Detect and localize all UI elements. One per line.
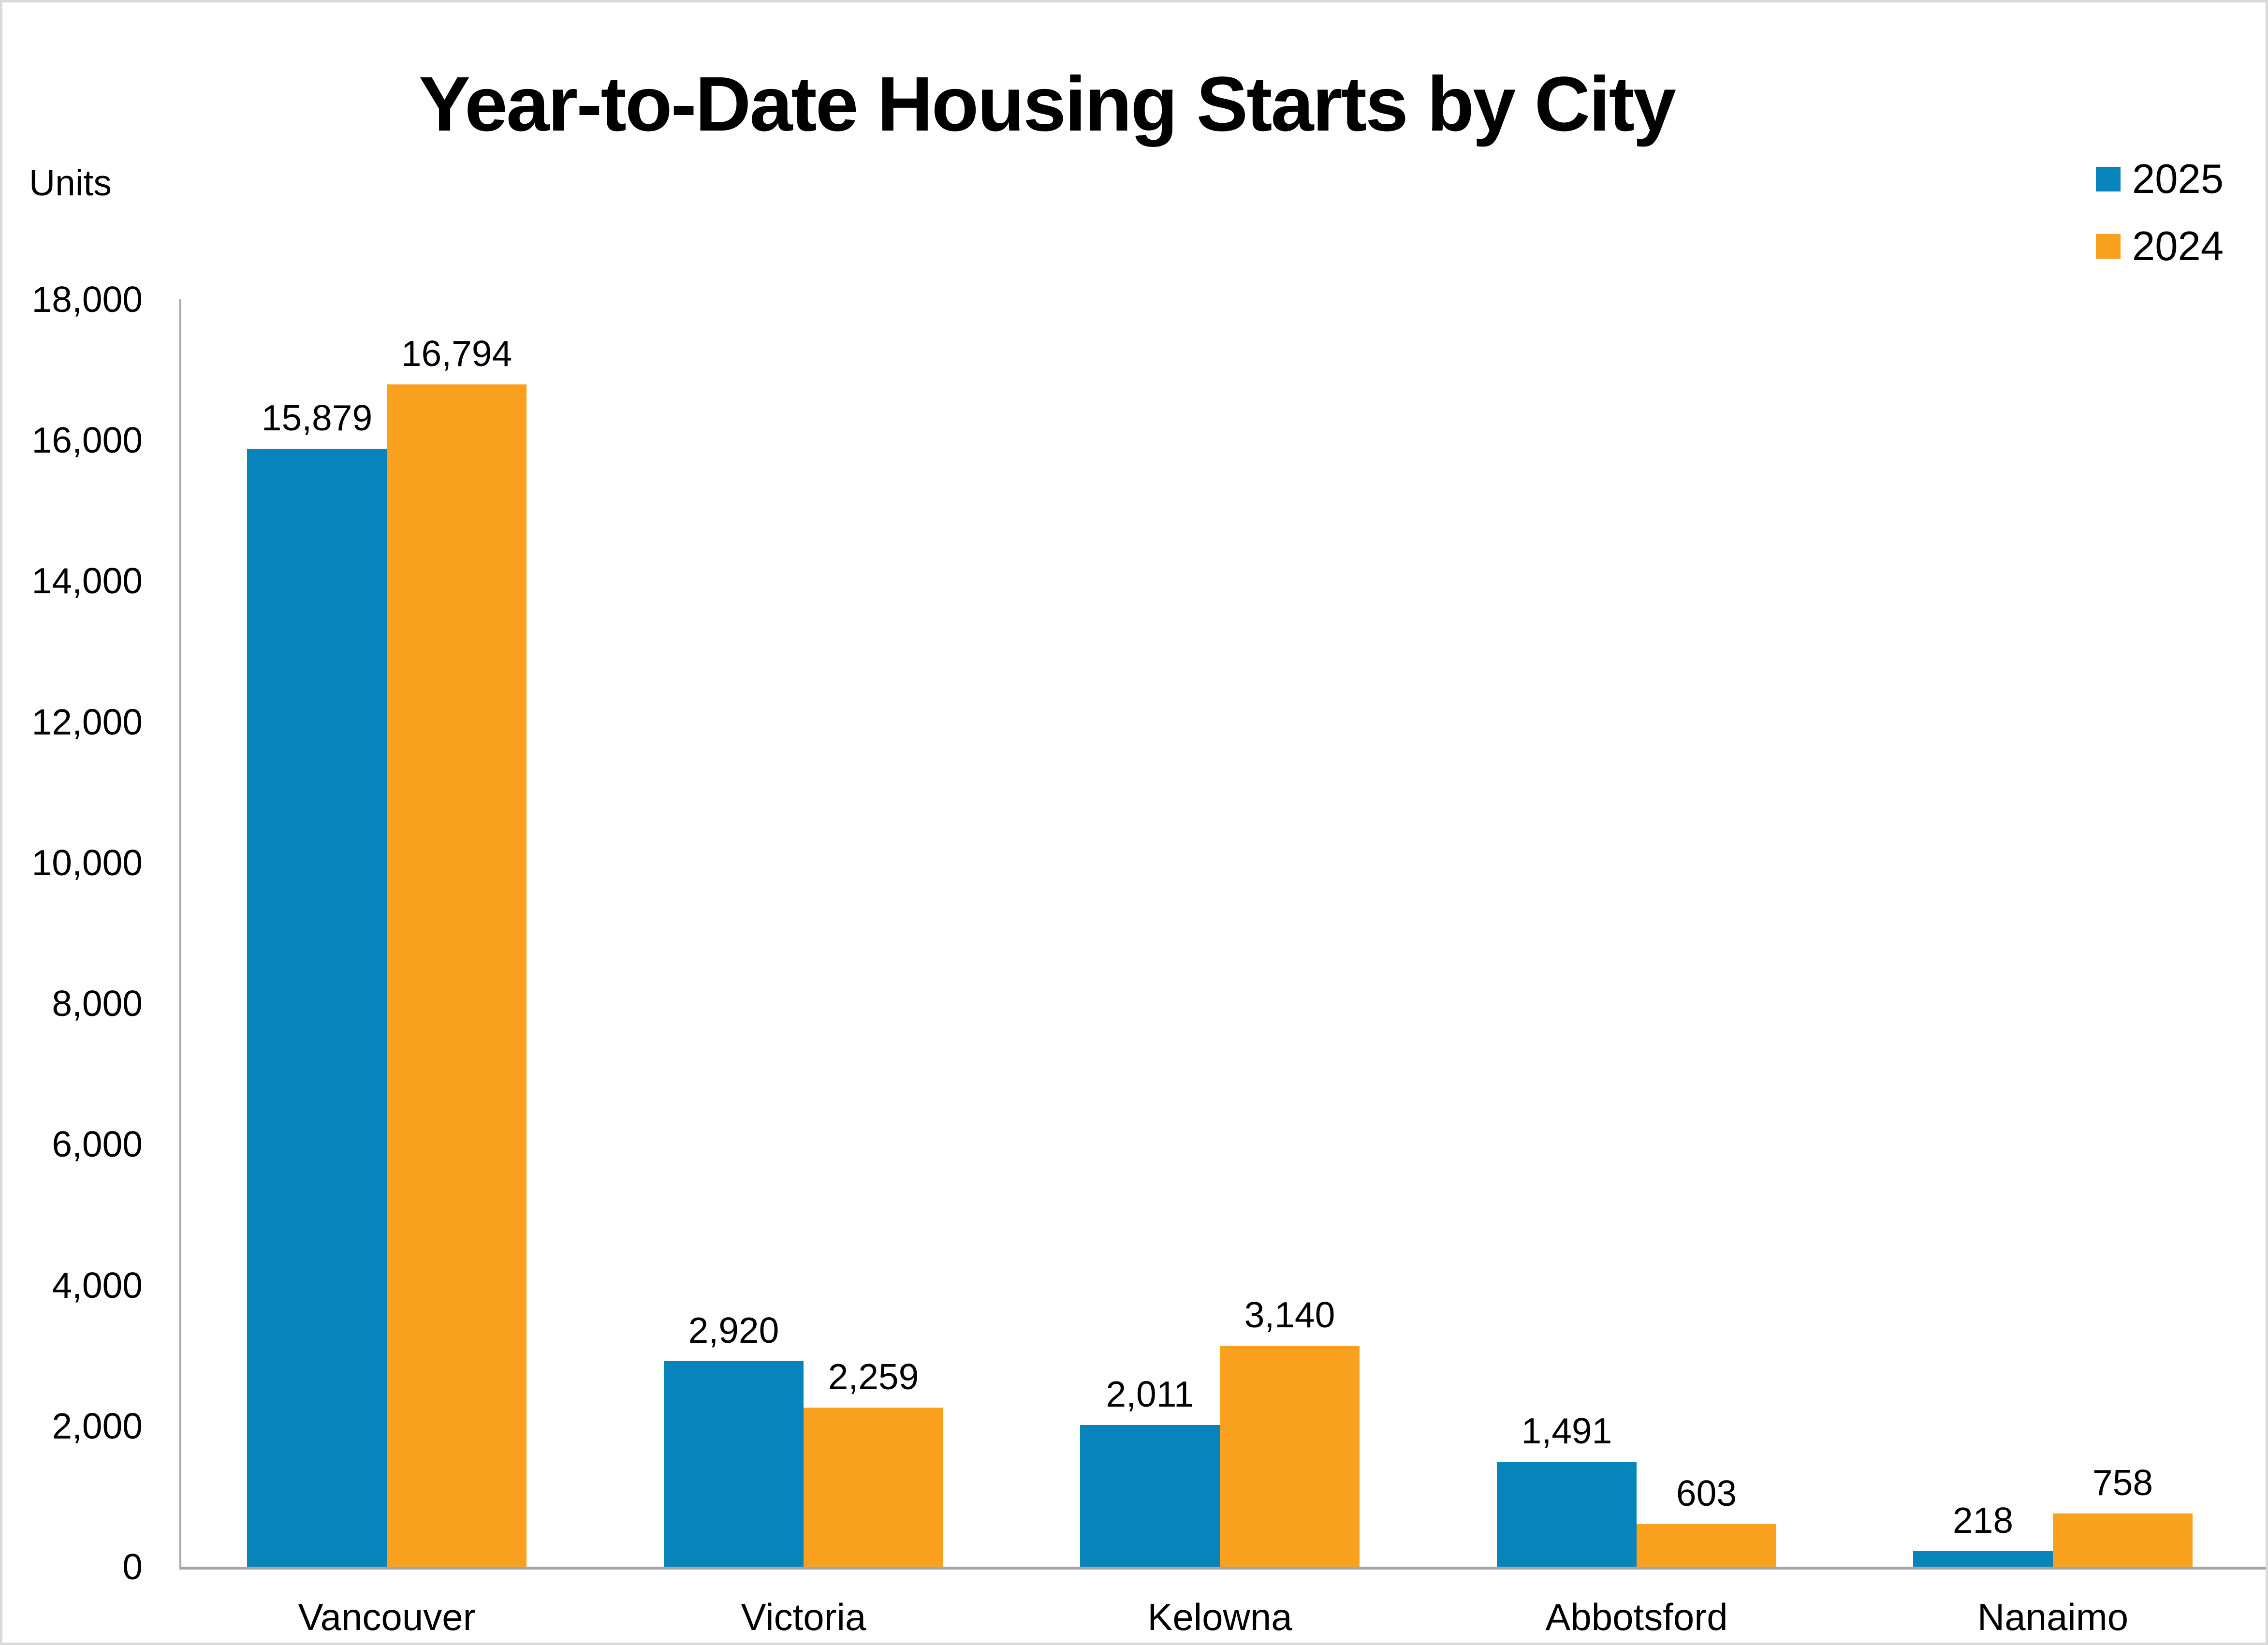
y-tick-label-12-000: 12,000 [31,701,143,742]
bar-2024-abbotsford [1637,1524,1776,1567]
y-axis-units-label: Units [29,162,112,203]
bar-2024-nanaimo [2053,1513,2193,1567]
value-label-2025-kelowna: 2,011 [1106,1374,1194,1414]
y-tick-label-2-000: 2,000 [52,1405,143,1446]
value-label-2024-vancouver: 16,794 [401,333,512,374]
legend-item-2024: 2024 [2096,223,2224,269]
legend-label-2025: 2025 [2132,156,2224,202]
bar-2025-kelowna [1080,1425,1220,1567]
bar-2024-victoria [804,1408,943,1567]
value-label-2024-kelowna: 3,140 [1244,1294,1335,1335]
x-axis-label-victoria: Victoria [741,1596,866,1638]
legend-swatch-2025 [2096,167,2121,191]
legend: 2025 2024 [2096,156,2224,291]
y-tick-label-16-000: 16,000 [31,420,143,461]
value-label-2024-abbotsford: 603 [1676,1473,1737,1513]
x-axis-label-abbotsford: Abbotsford [1545,1596,1728,1638]
legend-swatch-2024 [2096,234,2121,259]
x-axis-label-vancouver: Vancouver [298,1596,476,1638]
y-tick-label-18-000: 18,000 [31,279,143,320]
chart-title: Year-to-Date Housing Starts by City [419,60,1676,147]
y-tick-label-6-000: 6,000 [52,1124,143,1165]
value-label-2025-abbotsford: 1,491 [1521,1410,1612,1451]
y-axis-line [179,299,181,1569]
bar-2024-vancouver [387,384,527,1567]
y-tick-label-4-000: 4,000 [52,1264,143,1306]
x-axis-line [179,1567,2266,1570]
value-label-2024-victoria: 2,259 [828,1356,919,1397]
value-label-2025-victoria: 2,920 [688,1310,779,1351]
value-label-2024-nanaimo: 758 [2092,1462,2153,1503]
value-label-2025-vancouver: 15,879 [261,397,373,438]
bar-2025-victoria [664,1361,804,1567]
bar-2024-kelowna [1220,1346,1360,1567]
y-tick-label-8-000: 8,000 [52,983,143,1024]
y-tick-label-14-000: 14,000 [31,560,143,602]
legend-label-2024: 2024 [2132,223,2224,269]
x-axis-label-nanaimo: Nanaimo [1977,1596,2129,1638]
y-tick-label-10-000: 10,000 [31,842,143,883]
value-label-2025-nanaimo: 218 [1952,1500,2014,1541]
bar-2025-nanaimo [1913,1551,2053,1567]
bar-2025-abbotsford [1497,1462,1637,1567]
bar-2025-vancouver [247,449,387,1567]
y-tick-label-0: 0 [122,1546,143,1587]
legend-item-2025: 2025 [2096,156,2224,202]
x-axis-label-kelowna: Kelowna [1147,1596,1292,1638]
